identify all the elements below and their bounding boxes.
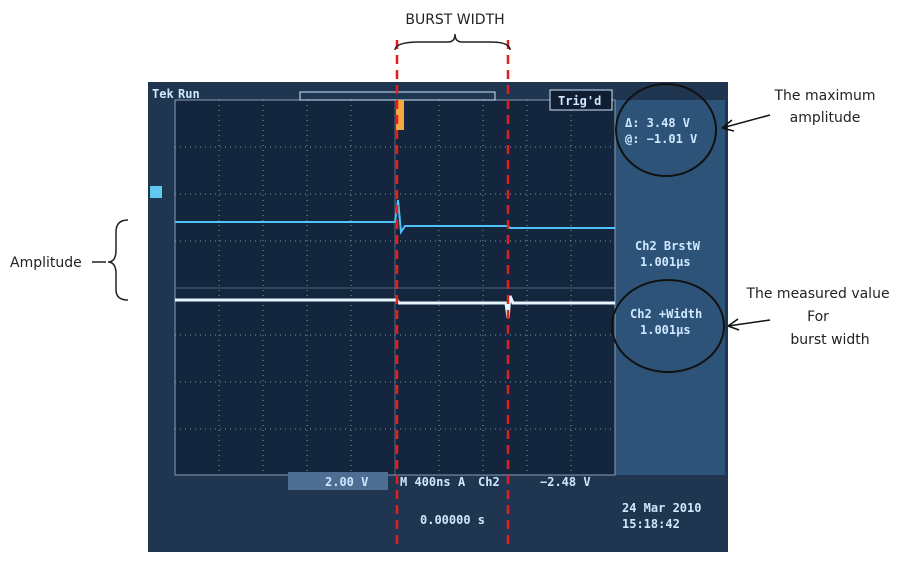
burst-bracket (394, 33, 511, 51)
time: 15:18:42 (622, 517, 680, 531)
highlight-circle (611, 279, 725, 373)
ch-marker (150, 186, 162, 198)
trigger-level: −2.48 V (540, 475, 591, 489)
measurement-value: 1.001µs (640, 255, 691, 269)
arrow (727, 318, 771, 331)
channel-scale: 2.00 V (325, 475, 368, 489)
measurement-name: Ch2 +Width (630, 307, 702, 321)
annotation-text: burst width (790, 332, 869, 348)
measurement-value: 1.001µs (640, 323, 691, 337)
graticule (175, 100, 615, 475)
trigger-source: Ch2 (478, 475, 500, 489)
trigger-mode: A (458, 475, 466, 489)
state: Run (178, 87, 200, 101)
annotation-text: The measured value (745, 286, 889, 302)
amplitude-label: Amplitude (10, 255, 82, 271)
ch-scale-box (288, 472, 388, 490)
annotation-text: amplitude (790, 110, 861, 126)
amplitude-brace (92, 219, 129, 301)
date: 24 Mar 2010 (622, 501, 701, 515)
trigger-state: Trig'd (558, 94, 601, 108)
annotation-text: For (807, 309, 829, 325)
arrow (721, 114, 771, 132)
burst-width-label: BURST WIDTH (405, 12, 504, 28)
trigger-box (549, 89, 613, 111)
highlight-circle (615, 83, 717, 177)
cursor-at: @: −1.01 V (625, 132, 697, 146)
timebase: M 400ns (400, 475, 451, 489)
trigger-marker (396, 100, 404, 130)
cursor-delta: Δ: 3.48 V (625, 116, 690, 130)
trace-ch1 (175, 199, 615, 235)
side-panel (615, 100, 725, 475)
measurement-name: Ch2 BrstW (635, 239, 701, 253)
annotation-text: The maximum (773, 88, 875, 104)
horizontal-position: 0.00000 s (420, 513, 485, 527)
brand: Tek (152, 87, 174, 101)
